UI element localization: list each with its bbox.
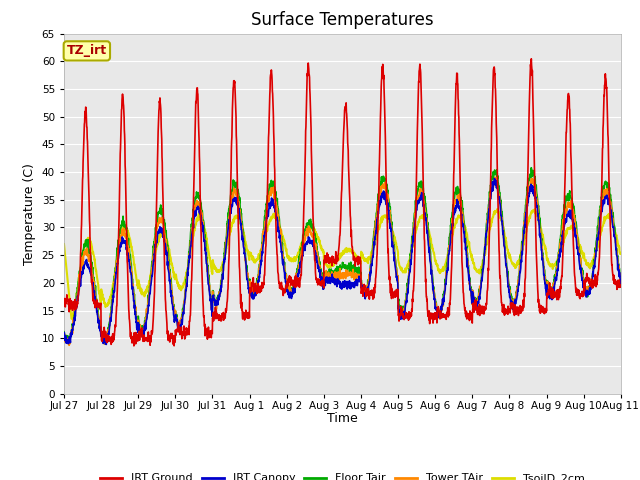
- IRT Ground: [359, 285, 367, 291]
- TsoilD_2cm: [493, 206, 501, 212]
- Line: Floor Tair: Floor Tair: [64, 168, 621, 344]
- Title: Surface Temperatures: Surface Temperatures: [251, 11, 434, 29]
- TsoilD_2cm: [60, 241, 68, 247]
- IRT Ground: [568, 192, 576, 198]
- TsoilD_2cm: [68, 316, 76, 322]
- Tower TAir: [568, 203, 576, 208]
- IRT Ground: [527, 56, 535, 62]
- IRT Canopy: [491, 176, 499, 181]
- TsoilD_2cm: [617, 251, 625, 257]
- Tower TAir: [65, 342, 73, 348]
- TsoilD_2cm: [584, 260, 591, 266]
- IRT Ground: [60, 297, 68, 303]
- Floor Tair: [100, 341, 108, 347]
- IRT Ground: [371, 289, 379, 295]
- Tower TAir: [60, 336, 68, 342]
- Floor Tair: [216, 290, 223, 296]
- IRT Canopy: [617, 281, 625, 287]
- Tower TAir: [617, 279, 625, 285]
- IRT Canopy: [216, 294, 223, 300]
- Floor Tair: [359, 284, 367, 289]
- IRT Canopy: [60, 332, 68, 337]
- IRT Canopy: [102, 342, 110, 348]
- Text: TZ_irt: TZ_irt: [67, 44, 107, 58]
- Line: Tower TAir: Tower TAir: [64, 177, 621, 345]
- IRT Ground: [130, 343, 138, 349]
- TsoilD_2cm: [568, 225, 576, 230]
- Line: IRT Ground: IRT Ground: [64, 59, 621, 346]
- Tower TAir: [505, 284, 513, 289]
- Floor Tair: [584, 294, 591, 300]
- Y-axis label: Temperature (C): Temperature (C): [23, 163, 36, 264]
- IRT Canopy: [568, 214, 576, 219]
- IRT Ground: [617, 284, 625, 290]
- Floor Tair: [371, 225, 379, 230]
- TsoilD_2cm: [371, 240, 379, 246]
- TsoilD_2cm: [505, 250, 513, 255]
- Floor Tair: [617, 273, 625, 279]
- IRT Canopy: [359, 289, 367, 295]
- Legend: IRT Ground, IRT Canopy, Floor Tair, Tower TAir, TsoilD_2cm: IRT Ground, IRT Canopy, Floor Tair, Towe…: [95, 469, 589, 480]
- Line: TsoilD_2cm: TsoilD_2cm: [64, 209, 621, 319]
- IRT Canopy: [505, 283, 513, 289]
- IRT Ground: [584, 274, 591, 280]
- Tower TAir: [359, 285, 367, 290]
- Tower TAir: [371, 227, 379, 232]
- X-axis label: Time: Time: [327, 412, 358, 425]
- Floor Tair: [60, 329, 68, 335]
- TsoilD_2cm: [216, 269, 223, 275]
- IRT Ground: [216, 312, 223, 318]
- TsoilD_2cm: [359, 252, 367, 258]
- Line: IRT Canopy: IRT Canopy: [64, 179, 621, 345]
- IRT Canopy: [584, 289, 591, 295]
- Floor Tair: [504, 277, 512, 283]
- Tower TAir: [216, 289, 223, 295]
- Floor Tair: [568, 196, 576, 202]
- Tower TAir: [584, 284, 591, 289]
- Floor Tair: [527, 165, 535, 170]
- Tower TAir: [491, 174, 499, 180]
- IRT Ground: [504, 310, 512, 316]
- IRT Canopy: [371, 234, 379, 240]
